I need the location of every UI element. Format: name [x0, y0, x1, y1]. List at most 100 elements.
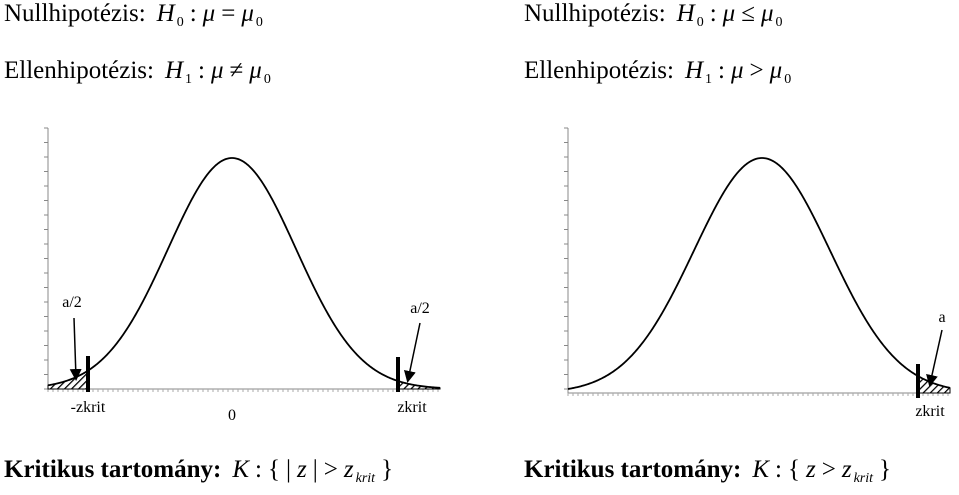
formula-token: z	[297, 456, 307, 483]
symbol: >	[821, 456, 836, 483]
label: Nullhipotézis:	[524, 0, 666, 27]
formula-token: }	[879, 456, 891, 483]
crit-label: zkrit	[397, 399, 427, 416]
formula-token: >	[822, 456, 836, 483]
symbol: μ	[769, 57, 783, 84]
subscript: 0	[176, 15, 184, 30]
symbol: μ	[249, 57, 262, 84]
alpha-label: a/2	[410, 300, 430, 317]
symbol: |	[286, 456, 292, 483]
formula-token: z krit	[343, 456, 376, 486]
formula-token: |	[313, 456, 318, 483]
symbol: μ	[722, 0, 736, 27]
symbol: μ	[241, 0, 254, 27]
symbol: :	[775, 456, 782, 483]
symbol: :	[709, 0, 717, 27]
symbol: z	[841, 456, 852, 483]
arrow	[69, 317, 82, 381]
formula-token: >	[324, 456, 338, 483]
formula-token: |	[286, 456, 291, 483]
alpha-label: a/2	[62, 294, 82, 311]
arrow	[926, 329, 943, 387]
subscript: krit	[355, 471, 376, 486]
formula-token: :	[255, 456, 262, 483]
label: Kritikus tartomány:	[4, 456, 222, 483]
subscript: 0	[255, 15, 263, 30]
formula-token: z	[806, 456, 816, 483]
crit-label: zkrit	[915, 403, 945, 420]
formula-token: μ	[203, 0, 216, 27]
symbol: :	[189, 0, 197, 27]
symbol: >	[749, 57, 764, 84]
crit-label: -zkrit	[71, 399, 106, 416]
subscript: 1	[185, 72, 193, 87]
symbol: K	[232, 456, 250, 483]
symbol: :	[198, 57, 205, 84]
symbol: =	[221, 0, 236, 27]
formula-token: μ	[211, 57, 224, 84]
symbol: μ	[202, 0, 216, 27]
critical-region: Kritikus tartomány: K:{z > z krit}	[524, 456, 894, 487]
left-plot	[44, 127, 441, 392]
symbol: |	[312, 456, 318, 483]
subscript: 1	[705, 72, 713, 87]
formula-token: μ	[731, 57, 744, 84]
alt-hypothesis: Ellenhipotézis: H 1: μ ≠ μ 0	[4, 57, 274, 88]
symbol: K	[752, 456, 770, 483]
subscript: krit	[853, 471, 874, 486]
formula-token: μ	[723, 0, 736, 27]
symbol: }	[879, 456, 892, 483]
formula-token: }	[381, 456, 393, 483]
symbol: >	[323, 456, 338, 483]
symbol: H	[164, 57, 184, 84]
alt-hypothesis: Ellenhipotézis: H 1: μ > μ 0	[524, 57, 794, 88]
formula-token: >	[750, 57, 764, 84]
right-plot	[564, 127, 951, 398]
symbol: z	[806, 456, 816, 483]
symbol: z	[297, 456, 307, 483]
formula-token: {	[788, 456, 800, 483]
symbol: {	[268, 456, 280, 483]
label: Ellenhipotézis:	[4, 57, 154, 84]
density-curve	[47, 157, 441, 389]
symbol: μ	[210, 57, 224, 84]
subscript: 0	[696, 15, 704, 30]
formula-token: :	[775, 456, 782, 483]
null-hypothesis: Nullhipotézis: H 0: μ = μ 0	[4, 0, 266, 31]
label: Kritikus tartomány:	[524, 456, 742, 483]
formula-token: ≤	[741, 0, 755, 27]
formula-token: :	[198, 57, 205, 84]
subscript: 0	[784, 72, 792, 87]
formula-token: :	[710, 0, 717, 27]
symbol: :	[255, 456, 262, 483]
symbol: }	[381, 456, 394, 483]
subscript: 0	[263, 72, 271, 87]
density-curve	[567, 157, 951, 390]
formula-token: z krit	[841, 456, 874, 486]
label: Nullhipotézis:	[4, 0, 146, 27]
formula-token: :	[718, 57, 725, 84]
symbol: μ	[730, 57, 744, 84]
symbol: {	[788, 456, 800, 483]
formula-token: ≠	[230, 57, 244, 84]
formula-token: :	[190, 0, 197, 27]
symbol: :	[718, 57, 725, 84]
symbol: ≤	[741, 0, 755, 27]
zero-label: 0	[228, 407, 236, 424]
symbol: H	[676, 0, 695, 27]
critical-region: Kritikus tartomány: K:{| z | > z krit}	[4, 456, 396, 487]
symbol: ≠	[229, 57, 244, 84]
null-hypothesis: Nullhipotézis: H 0: μ ≤ μ 0	[524, 0, 786, 31]
alpha-label: a	[938, 309, 945, 326]
formula-token: {	[268, 456, 280, 483]
symbol: z	[343, 456, 354, 483]
subscript: 0	[775, 15, 783, 30]
